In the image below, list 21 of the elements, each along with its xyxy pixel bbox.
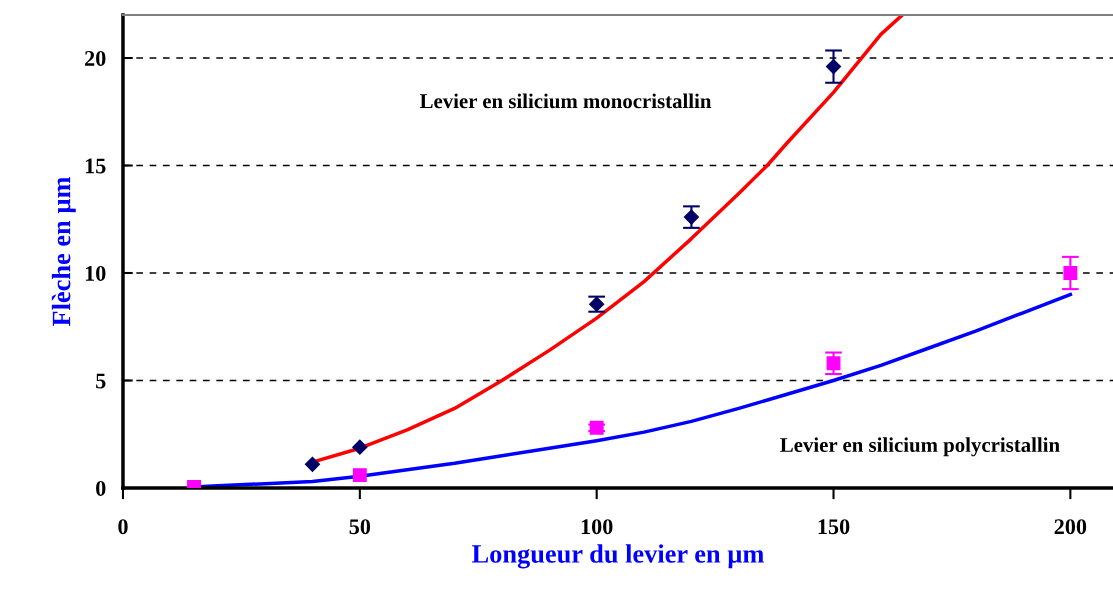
y-axis-title: Flèche en µm <box>51 176 76 327</box>
point <box>683 209 699 225</box>
x-axis-title: Longueur du levier en µm <box>472 544 764 569</box>
point <box>826 356 841 371</box>
y-tick-label: 20 <box>85 50 106 66</box>
x-tick-label: 50 <box>349 519 371 535</box>
point <box>352 468 367 483</box>
x-tick-label: 100 <box>581 519 613 535</box>
point <box>352 439 368 455</box>
y-tick-label: 0 <box>96 480 106 496</box>
annotation: Levier en silicium polycristallin <box>780 437 1060 457</box>
y-tick-label: 5 <box>96 373 106 389</box>
y-tick-label: 15 <box>85 158 106 174</box>
point <box>304 456 321 472</box>
x-tick-label: 0 <box>118 519 128 535</box>
x-tick-label: 200 <box>1054 519 1087 535</box>
annotation: Levier en silicium monocristallin <box>419 93 712 109</box>
y-tick-label: 10 <box>85 265 106 281</box>
point <box>1063 266 1078 280</box>
point <box>825 59 842 75</box>
x-tick-label: 150 <box>818 519 850 535</box>
